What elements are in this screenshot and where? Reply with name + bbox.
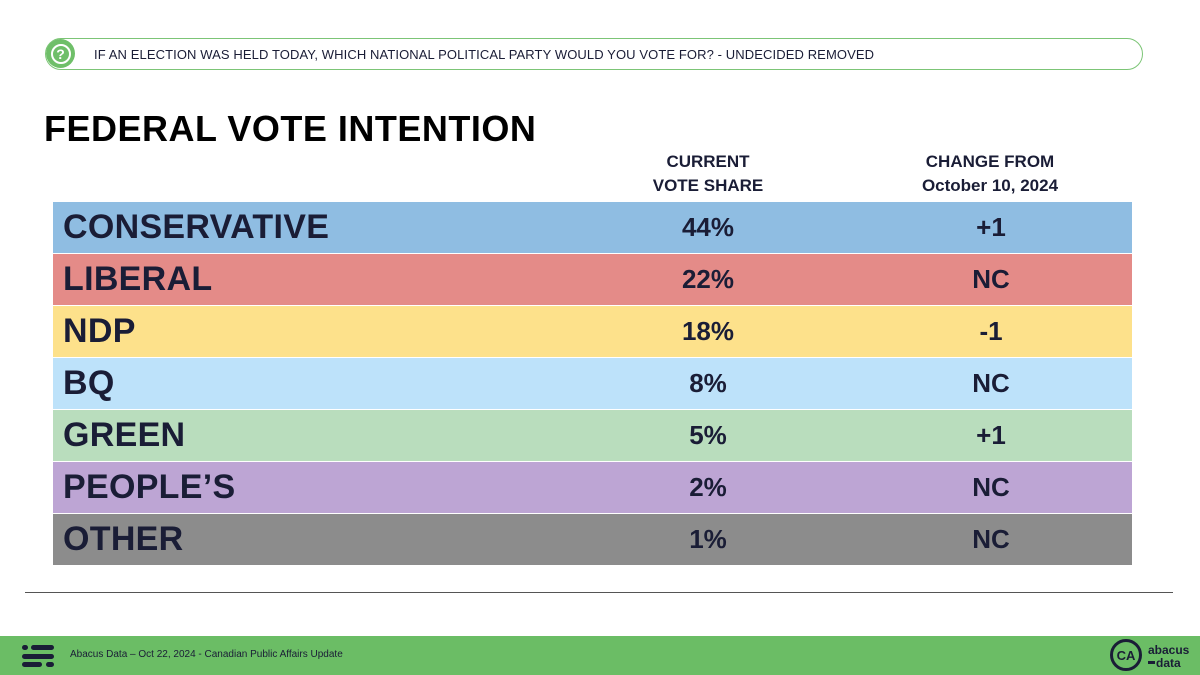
party-name: GREEN [63,416,186,454]
question-text: IF AN ELECTION WAS HELD TODAY, WHICH NAT… [94,47,875,62]
divider [25,592,1173,593]
column-header-vote-share-line1: CURRENT [666,152,750,171]
table-row: NDP 18% -1 [53,306,1132,357]
question-circle-icon: ? [46,39,75,68]
vote-share-value: 18% [681,316,735,346]
table-row: CONSERVATIVE 44% +1 [53,202,1132,253]
footer-source-text: Abacus Data – Oct 22, 2024 - Canadian Pu… [70,649,343,660]
vote-share-value: 22% [681,264,735,294]
page-title: FEDERAL VOTE INTENTION [44,108,537,149]
party-name: BQ [63,364,115,402]
abacus-lines-icon [22,645,54,667]
logo-dash [1148,661,1155,664]
vote-share-value: 8% [689,368,727,398]
table-row: PEOPLE’S 2% NC [53,462,1132,513]
party-name: PEOPLE’S [63,468,236,506]
party-name: NDP [63,312,136,350]
logo-word-abacus: abacus [1148,643,1190,657]
change-value: NC [972,524,1010,554]
footer-bar: Abacus Data – Oct 22, 2024 - Canadian Pu… [0,636,1200,675]
table-row: LIBERAL 22% NC [53,254,1132,305]
column-header-vote-share-line2: VOTE SHARE [652,176,764,195]
party-name: CONSERVATIVE [63,208,330,246]
change-value: -1 [979,316,1003,346]
vote-share-value: 2% [689,472,727,502]
change-value: NC [972,264,1010,294]
column-header-change-line1: CHANGE FROM [925,152,1055,171]
vote-table: CONSERVATIVE 44% +1 LIBERAL 22% NC NDP 1… [53,202,1132,566]
party-name: LIBERAL [63,260,213,298]
question-bar: ? IF AN ELECTION WAS HELD TODAY, WHICH N… [45,38,1143,70]
column-header-vote-share: CURRENT VOTE SHARE [608,150,808,198]
change-value: +1 [976,420,1006,450]
change-value: NC [972,368,1010,398]
change-value: NC [972,472,1010,502]
vote-share-value: 1% [689,524,727,554]
abacus-data-logo: CA abacus data [1110,639,1196,673]
table-row: OTHER 1% NC [53,514,1132,565]
logo-word-data: data [1156,656,1181,670]
column-header-change: CHANGE FROM October 10, 2024 [880,150,1100,198]
logo-mark: CA [1110,639,1142,671]
table-row: BQ 8% NC [53,358,1132,409]
vote-share-value: 44% [681,212,735,242]
column-header-change-line2: October 10, 2024 [921,176,1059,195]
party-name: OTHER [63,520,184,558]
vote-share-value: 5% [689,420,727,450]
table-row: GREEN 5% +1 [53,410,1132,461]
change-value: +1 [976,212,1006,242]
